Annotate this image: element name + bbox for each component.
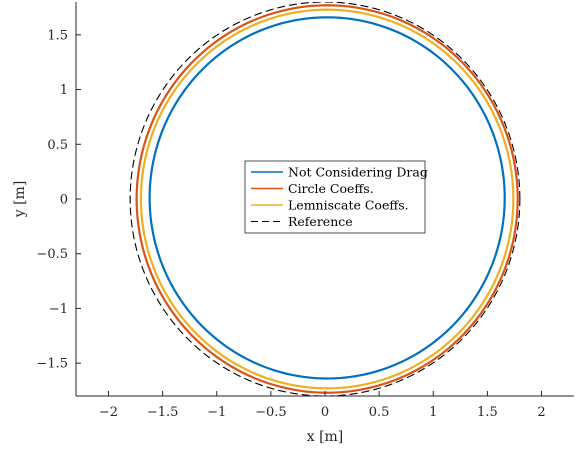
- x-tick-label: −1.5: [147, 405, 179, 420]
- legend-label: Reference: [288, 214, 353, 229]
- x-tick-label: 1.5: [477, 405, 498, 420]
- y-tick-label: 1.5: [47, 28, 68, 43]
- y-tick-label: −1.5: [36, 357, 68, 372]
- y-tick-label: 0.5: [47, 138, 68, 153]
- legend-label: Not Considering Drag: [288, 165, 428, 180]
- y-tick-label: 0: [60, 193, 68, 208]
- x-tick-label: 1: [429, 405, 437, 420]
- y-axis-label: y [m]: [12, 181, 28, 219]
- x-tick-label: −2: [99, 405, 118, 420]
- x-axis-label: x [m]: [307, 429, 344, 445]
- y-tick-label: −1: [49, 302, 68, 317]
- x-tick-label: −0.5: [255, 405, 287, 420]
- series-line-2: [135, 4, 519, 394]
- y-tick-label: 1: [60, 83, 68, 98]
- legend-label: Circle Coeffs.: [288, 181, 374, 196]
- x-tick-label: 0: [321, 405, 329, 420]
- ticks: −2 −1.5 −1 −0.5 0 0.5 1 1.5 2 −1.5 −1 −0.5 0 0.5 1 1.5: [36, 28, 545, 420]
- x-tick-label: −1: [207, 405, 226, 420]
- series-line-3: [139, 8, 515, 390]
- series-line-1: [148, 16, 506, 380]
- series-line-4: [129, 2, 521, 396]
- x-tick-label: 2: [537, 405, 545, 420]
- y-tick-label: −0.5: [36, 247, 68, 262]
- series-layer: [129, 2, 521, 396]
- legend-label: Lemniscate Coeffs.: [288, 198, 409, 213]
- x-tick-label: 0.5: [369, 405, 390, 420]
